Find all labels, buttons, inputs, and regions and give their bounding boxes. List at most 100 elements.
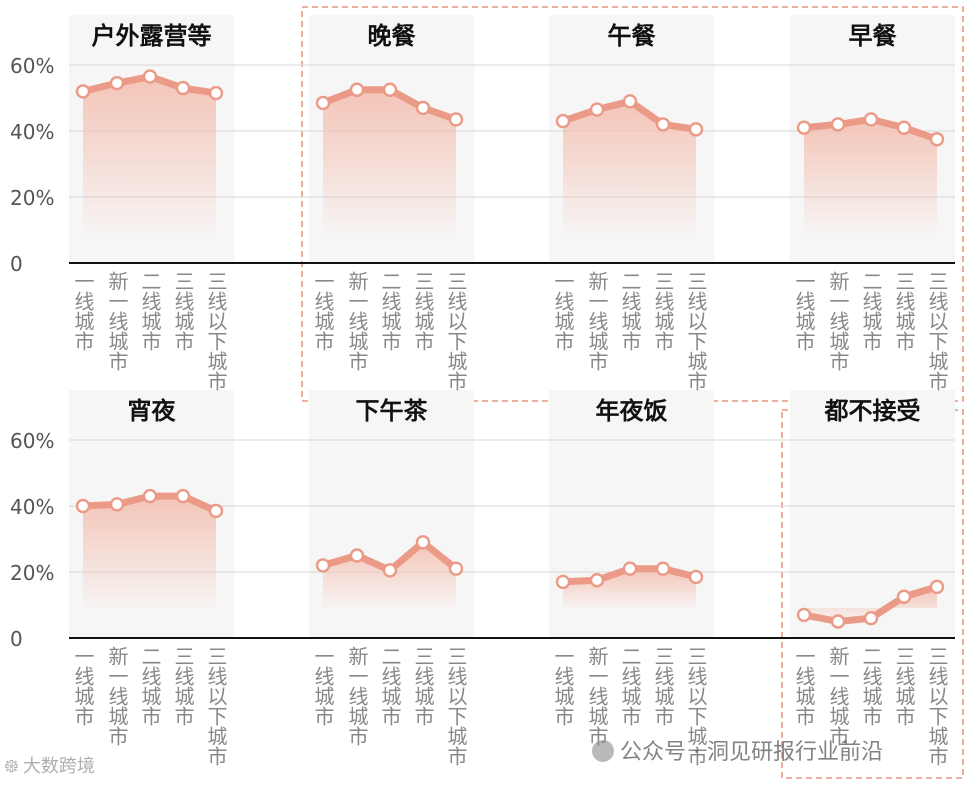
data-point-6-3: [382, 563, 398, 578]
data-point-7-2: [589, 573, 605, 588]
data-point-2-5: [448, 112, 464, 127]
chart-title-3: 午餐: [608, 22, 657, 50]
y-tick-label-row-2-3: 20%: [10, 561, 54, 585]
x-tick-label-8-5: 三线以下城市: [925, 646, 949, 766]
area-fill-8: [804, 586, 937, 622]
x-tick-label-7-2: 新一线城市: [585, 646, 609, 746]
x-tick-label-5-1: 一线城市: [71, 646, 95, 726]
x-tick-label-2-1: 一线城市: [311, 271, 335, 351]
x-tick-label-2-2: 新一线城市: [345, 271, 369, 371]
area-fill-5: [83, 496, 216, 608]
x-tick-label-7-3: 二线城市: [618, 646, 642, 726]
x-tick-label-8-1: 一线城市: [792, 646, 816, 726]
area-fill-1: [83, 76, 216, 233]
x-tick-label-4-1: 一线城市: [792, 271, 816, 351]
x-tick-label-6-1: 一线城市: [311, 646, 335, 726]
area-fill-4: [804, 119, 937, 233]
data-point-6-4: [415, 535, 431, 550]
x-tick-label-4-2: 新一线城市: [826, 271, 850, 371]
data-point-7-5: [688, 569, 704, 585]
chart-title-5: 宵夜: [128, 397, 177, 425]
y-tick-label-row-1-1: 60%: [10, 54, 54, 78]
chart-title-8: 都不接受: [824, 397, 921, 425]
x-tick-label-2-3: 二线城市: [378, 271, 402, 351]
data-point-4-2: [830, 117, 846, 132]
data-point-1-5: [208, 85, 224, 101]
area-fill-7: [563, 568, 696, 608]
data-point-5-1: [75, 498, 91, 514]
chart-title-2: 晚餐: [368, 22, 417, 50]
data-point-5-3: [142, 488, 158, 504]
x-tick-label-3-4: 三线城市: [651, 271, 675, 351]
data-point-4-5: [929, 132, 945, 147]
y-tick-label-row-1-4: 0: [10, 252, 23, 276]
x-tick-label-2-4: 三线城市: [411, 271, 435, 351]
watermark-logo-icon: ᪥: [4, 753, 19, 777]
data-point-2-3: [382, 82, 398, 97]
y-tick-label-row-2-2: 40%: [10, 495, 54, 519]
x-tick-label-4-5: 三线以下城市: [925, 271, 949, 391]
data-point-5-5: [208, 503, 224, 519]
watermark-left: ᪥ 大数跨境: [4, 752, 95, 783]
x-tick-label-5-5: 三线以下城市: [204, 646, 228, 766]
x-tick-label-5-2: 新一线城市: [105, 646, 129, 746]
data-point-7-4: [655, 561, 671, 576]
data-point-2-4: [415, 100, 431, 116]
area-fill-2: [323, 89, 456, 233]
data-point-5-2: [109, 497, 125, 512]
data-point-4-3: [863, 112, 879, 127]
data-point-8-4: [896, 589, 912, 604]
x-tick-label-7-1: 一线城市: [551, 646, 575, 726]
x-tick-label-8-3: 二线城市: [859, 646, 883, 726]
y-tick-label-row-2-1: 60%: [10, 429, 54, 453]
data-point-7-3: [622, 561, 638, 576]
x-tick-label-3-2: 新一线城市: [585, 271, 609, 371]
data-point-2-1: [315, 95, 331, 111]
x-tick-label-5-3: 二线城市: [138, 646, 162, 726]
x-tick-label-4-4: 三线城市: [892, 271, 916, 351]
data-point-6-2: [349, 548, 365, 563]
chart-title-1: 户外露营等: [92, 22, 212, 50]
area-fill-3: [563, 101, 696, 233]
x-tick-label-1-5: 三线以下城市: [204, 271, 228, 391]
data-point-4-1: [796, 120, 812, 135]
data-point-3-3: [622, 94, 638, 109]
data-point-8-5: [929, 579, 945, 595]
data-point-2-2: [349, 82, 365, 97]
x-tick-label-6-5: 三线以下城市: [444, 646, 468, 766]
data-point-8-1: [796, 607, 812, 623]
chart-title-7: 年夜饭: [596, 397, 668, 425]
y-tick-label-row-1-3: 20%: [10, 186, 54, 210]
x-tick-label-7-4: 三线城市: [651, 646, 675, 726]
data-point-1-2: [109, 75, 125, 91]
x-tick-label-3-1: 一线城市: [551, 271, 575, 351]
data-point-1-1: [75, 84, 91, 99]
data-point-6-1: [315, 558, 331, 573]
x-tick-label-8-2: 新一线城市: [826, 646, 850, 746]
x-tick-label-1-4: 三线城市: [171, 271, 195, 351]
x-tick-label-6-2: 新一线城市: [345, 646, 369, 746]
data-point-3-4: [655, 117, 671, 132]
data-point-3-2: [589, 102, 605, 117]
wechat-icon: [592, 740, 614, 762]
y-tick-label-row-2-4: 0: [10, 627, 23, 651]
x-tick-label-6-3: 二线城市: [378, 646, 402, 726]
data-point-7-1: [555, 574, 571, 590]
data-point-3-1: [555, 113, 571, 129]
watermark-left-text: 大数跨境: [22, 756, 95, 777]
x-tick-label-1-3: 二线城市: [138, 271, 162, 351]
y-tick-label-row-1-2: 40%: [10, 120, 54, 144]
x-tick-label-4-3: 二线城市: [859, 271, 883, 351]
x-tick-label-3-3: 二线城市: [618, 271, 642, 351]
watermark-right-text: 公众号 · 洞见研报行业前沿: [620, 740, 883, 765]
data-point-1-4: [175, 80, 191, 96]
